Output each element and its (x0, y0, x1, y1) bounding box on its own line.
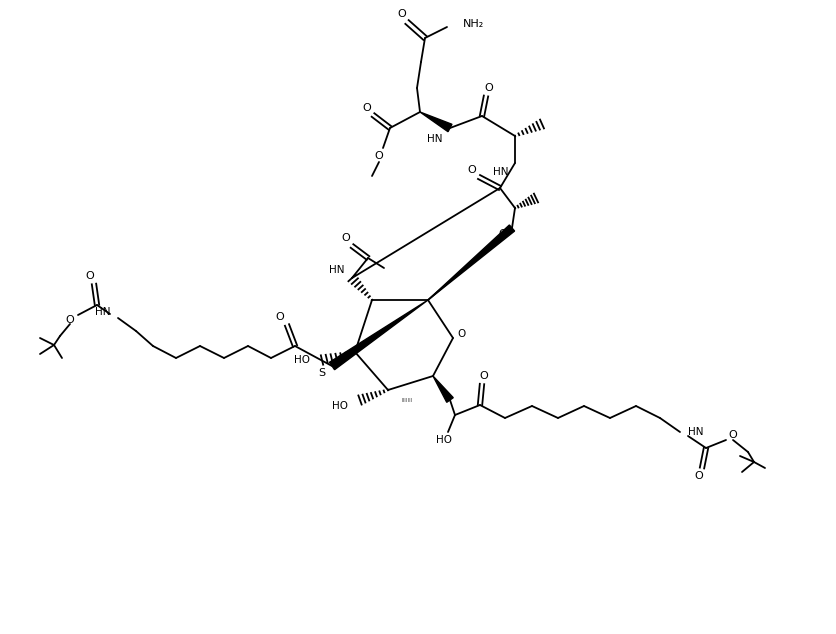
Text: O: O (85, 271, 94, 281)
Text: O: O (457, 329, 465, 339)
Text: O: O (342, 233, 350, 243)
Text: O: O (729, 430, 737, 440)
Polygon shape (420, 112, 452, 132)
Text: O: O (398, 9, 406, 19)
Text: O: O (363, 103, 371, 113)
Text: O: O (480, 371, 488, 381)
Text: O: O (276, 312, 284, 322)
Text: HO: HO (294, 355, 310, 365)
Text: HN: HN (329, 265, 345, 275)
Text: O: O (695, 471, 703, 481)
Text: HN: HN (94, 307, 110, 317)
Text: HN: HN (427, 134, 443, 144)
Text: O: O (375, 151, 384, 161)
Polygon shape (329, 300, 428, 370)
Text: NH₂: NH₂ (463, 19, 484, 29)
Text: O: O (65, 315, 74, 325)
Text: HO: HO (332, 401, 348, 411)
Text: O: O (498, 229, 507, 239)
Text: O: O (467, 165, 477, 175)
Text: O: O (485, 83, 493, 93)
Text: IIIIIII: IIIIIII (402, 398, 413, 403)
Polygon shape (428, 225, 515, 300)
Text: S: S (319, 368, 325, 378)
Text: HN: HN (493, 167, 509, 177)
Text: HN: HN (688, 427, 704, 437)
Text: HO: HO (436, 435, 452, 445)
Polygon shape (433, 376, 453, 403)
